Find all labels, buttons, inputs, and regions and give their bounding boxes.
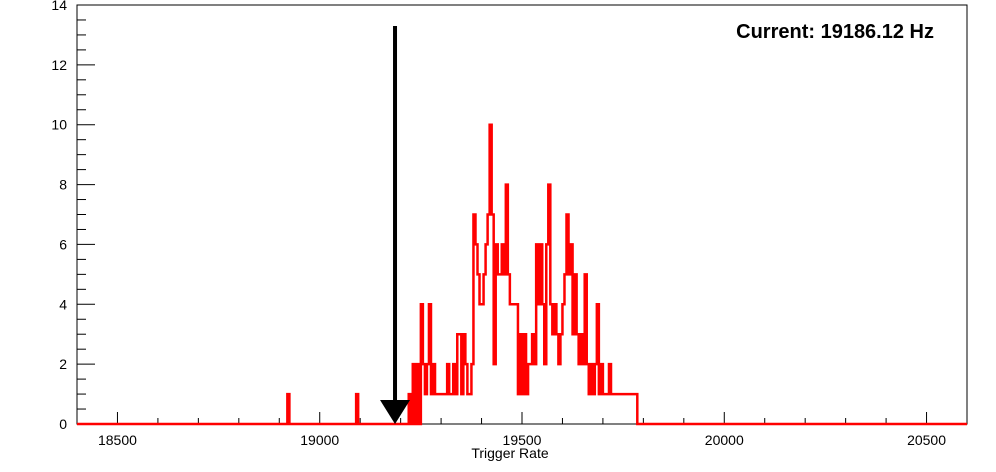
x-tick-label: 19000	[300, 432, 339, 448]
x-tick-label: 18500	[98, 432, 137, 448]
histogram-line	[77, 123, 967, 426]
y-tick-label: 6	[59, 236, 67, 252]
x-tick-label: 20500	[907, 432, 946, 448]
current-rate-marker	[380, 25, 411, 424]
y-tick-label: 10	[51, 117, 67, 133]
y-tick-label: 8	[59, 177, 67, 193]
y-tick-label: 4	[59, 296, 67, 312]
x-axis-title: Trigger Rate	[471, 445, 549, 461]
y-tick-label: 12	[51, 57, 67, 73]
histogram-series	[77, 123, 967, 426]
marker-arrowhead	[380, 400, 411, 424]
axis-ticks: 18500 19000 19500 20000 20500 0 2 4 6 8 10 12 14	[51, 0, 968, 448]
x-tick-label: 19500	[503, 432, 542, 448]
current-rate-annotation: Current: 19186.12 Hz	[736, 21, 934, 43]
x-tick-label: 20000	[705, 432, 744, 448]
y-tick-label: 0	[59, 416, 67, 432]
y-tick-label: 14	[51, 0, 67, 13]
y-tick-label: 2	[59, 356, 67, 372]
